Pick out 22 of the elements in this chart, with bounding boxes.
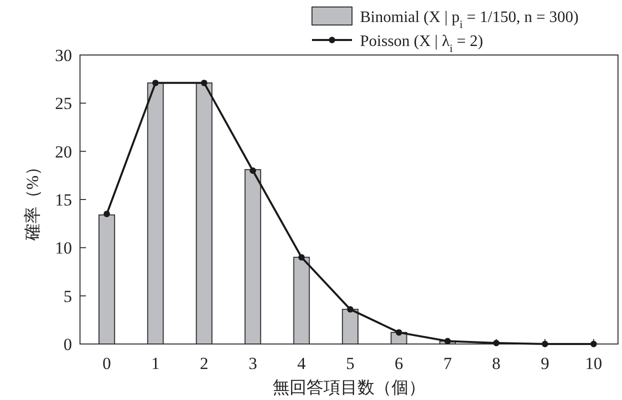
x-tick-label: 0 bbox=[102, 354, 112, 373]
x-tick-label: 2 bbox=[200, 354, 208, 373]
x-tick-label: 3 bbox=[248, 354, 258, 373]
y-axis-title: 確率（%） bbox=[23, 158, 42, 242]
legend-label: Poisson (X | λ$_{i}$ = 2) bbox=[360, 33, 484, 55]
y-tick-label: 25 bbox=[55, 94, 72, 114]
x-tick-label: 8 bbox=[492, 354, 501, 373]
legend-label: Binomial (X | p$_{i}$ = 1/150, n = 300) bbox=[360, 9, 579, 31]
x-tick-label: 10 bbox=[585, 354, 602, 373]
x-tick-label: 1 bbox=[151, 354, 160, 373]
x-tick-label: 9 bbox=[540, 354, 550, 373]
x-tick-label: 7 bbox=[443, 354, 452, 373]
y-tick-label: 15 bbox=[55, 190, 72, 210]
x-tick-label: 5 bbox=[346, 354, 354, 373]
y-tick-label: 10 bbox=[55, 238, 72, 258]
x-tick-label: 6 bbox=[394, 354, 404, 373]
y-tick-label: 0 bbox=[64, 335, 72, 354]
y-tick-label: 20 bbox=[55, 142, 72, 162]
y-tick-label: 5 bbox=[64, 286, 72, 306]
y-tick-label: 30 bbox=[55, 46, 72, 65]
x-axis-title: 無回答項目数（個） bbox=[272, 378, 426, 397]
x-tick-label: 4 bbox=[297, 354, 306, 373]
